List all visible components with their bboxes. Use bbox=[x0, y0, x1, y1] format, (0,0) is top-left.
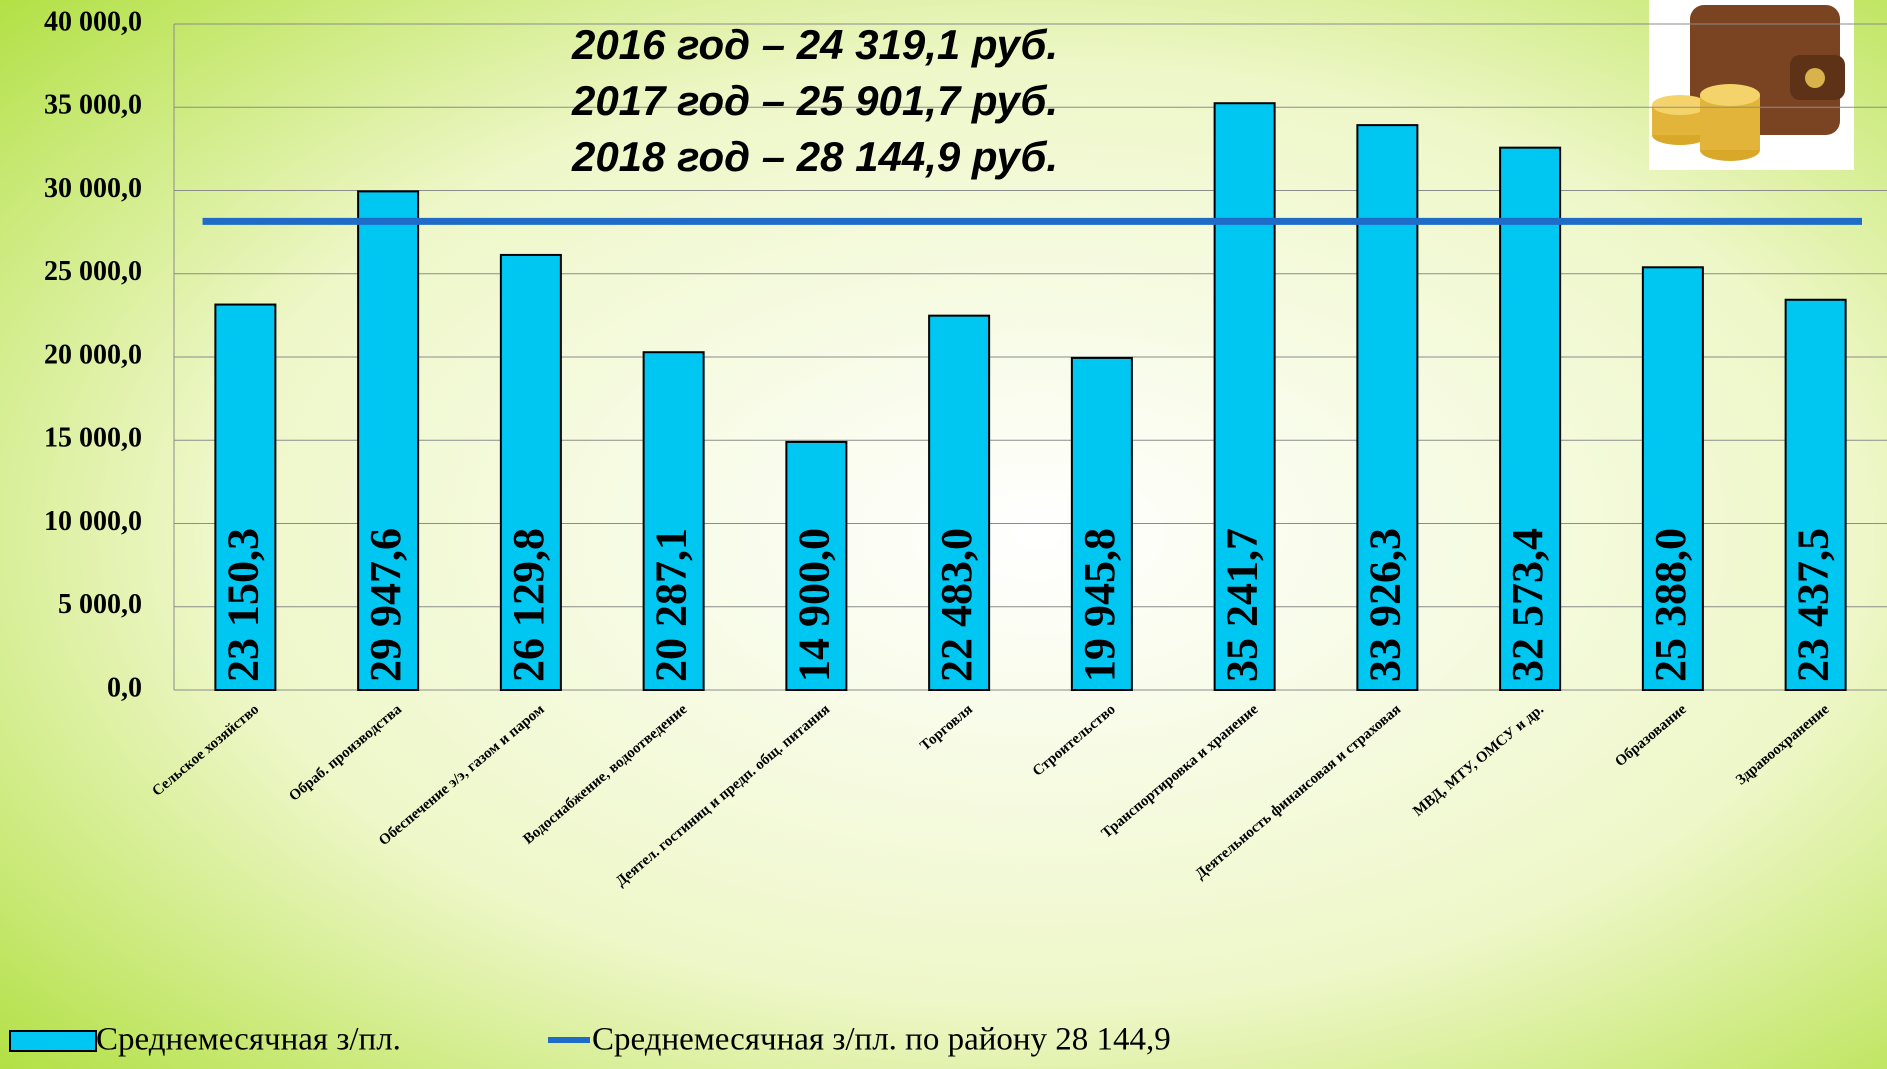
y-tick-label: 35 000,0 bbox=[44, 90, 142, 121]
value-label: 23 437,5 bbox=[1789, 528, 1838, 682]
y-tick-label: 20 000,0 bbox=[44, 339, 142, 370]
bar bbox=[357, 190, 420, 691]
value-label: 29 947,6 bbox=[361, 528, 410, 682]
value-label: 25 388,0 bbox=[1646, 528, 1695, 682]
value-label: 19 945,8 bbox=[1075, 528, 1124, 682]
legend-label: Среднемесячная з/пл. bbox=[96, 1022, 401, 1058]
value-label: 14 900,0 bbox=[789, 528, 838, 682]
annotation: 2017 год – 25 901,7 руб. bbox=[571, 77, 1058, 124]
bar bbox=[1499, 146, 1562, 691]
value-label: 22 483,0 bbox=[932, 528, 981, 682]
y-tick-label: 5 000,0 bbox=[58, 589, 142, 620]
value-label: 35 241,7 bbox=[1218, 528, 1267, 682]
bar bbox=[499, 253, 562, 691]
bar bbox=[1070, 356, 1133, 691]
value-label: 32 573,4 bbox=[1503, 528, 1552, 682]
annotation: 2016 год – 24 319,1 руб. bbox=[571, 21, 1058, 68]
bar bbox=[1641, 266, 1704, 691]
value-label: 20 287,1 bbox=[647, 528, 696, 682]
bar bbox=[214, 303, 277, 691]
y-tick-label: 30 000,0 bbox=[44, 173, 142, 204]
legend-swatch bbox=[9, 1030, 97, 1052]
annotation: 2018 год – 28 144,9 руб. bbox=[571, 133, 1058, 180]
bar bbox=[1213, 102, 1276, 691]
y-tick-label: 15 000,0 bbox=[44, 423, 142, 454]
bar bbox=[642, 351, 705, 691]
y-tick-label: 0,0 bbox=[107, 672, 142, 703]
bar bbox=[1784, 298, 1847, 691]
bar bbox=[785, 440, 848, 692]
bar bbox=[928, 314, 991, 691]
y-tick-label: 40 000,0 bbox=[44, 6, 142, 37]
y-tick-label: 25 000,0 bbox=[44, 256, 142, 287]
value-label: 26 129,8 bbox=[504, 528, 553, 682]
wallet-icon bbox=[1649, 0, 1854, 170]
value-label: 33 926,3 bbox=[1360, 528, 1409, 682]
y-tick-label: 10 000,0 bbox=[44, 506, 142, 537]
legend-label: Среднемесячная з/пл. по району 28 144,9 bbox=[592, 1022, 1171, 1058]
value-label: 23 150,3 bbox=[218, 528, 267, 682]
